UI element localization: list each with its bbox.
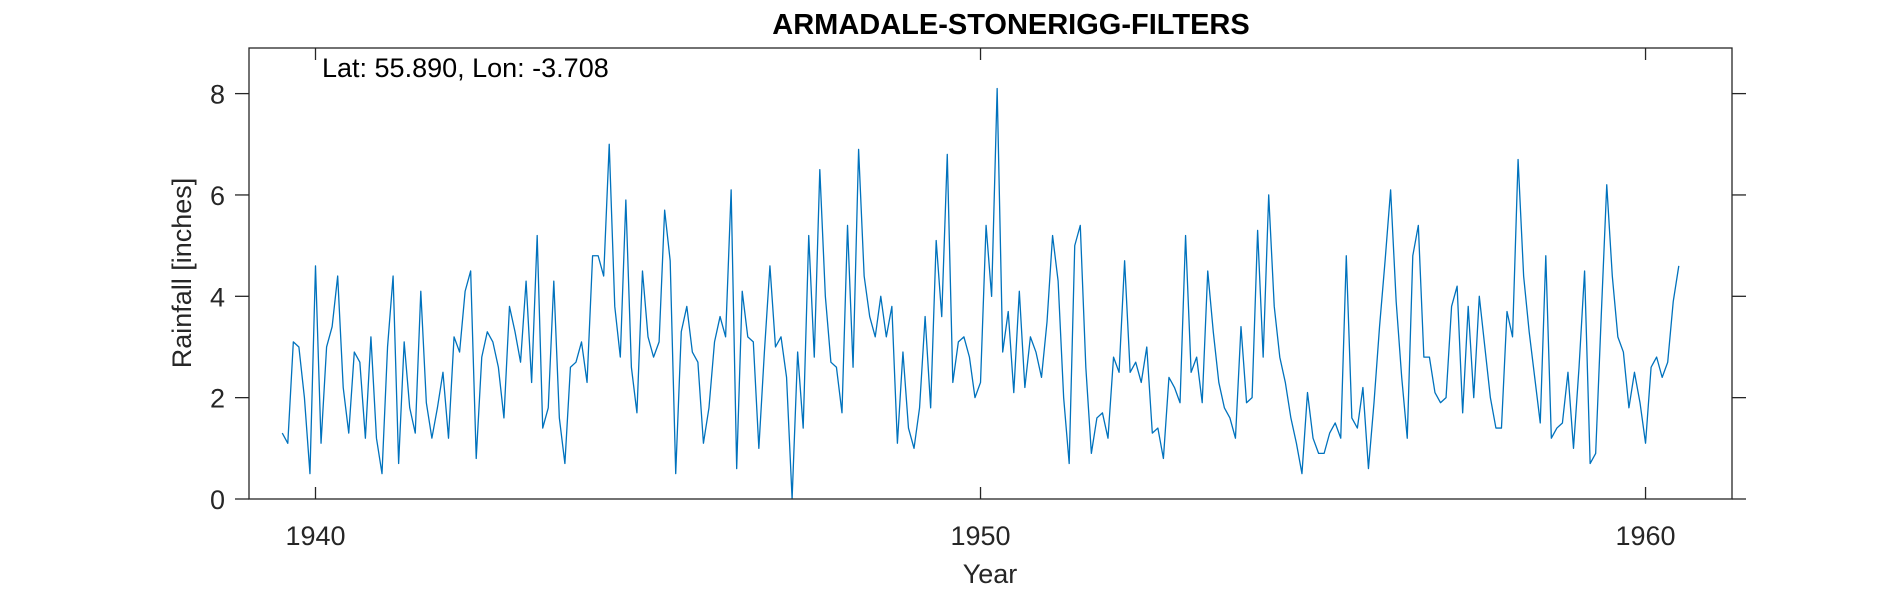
y-tick-label-6: 6 [210,181,225,211]
rainfall-series-line-0 [281,87,1680,500]
y-tick-label-2: 2 [210,384,225,414]
x-axis-label: Year [963,559,1018,589]
x-tick-label-1960: 1960 [1616,521,1676,551]
x-tick-label-1950: 1950 [950,521,1010,551]
station-coordinates-annotation: Lat: 55.890, Lon: -3.708 [322,53,609,83]
x-tick-label-1940: 1940 [285,521,345,551]
chart-title: ARMADALE-STONERIGG-FILTERS [772,9,1249,41]
y-axis-label: Rainfall [inches] [167,178,197,369]
series-layer [281,87,1680,500]
y-tick-label-0: 0 [210,485,225,515]
y-tick-label-4: 4 [210,282,225,312]
y-ticks: 0 2 4 6 8 [210,80,1746,515]
plot-area: 1940 1950 1960 0 2 4 6 8 [210,47,1746,551]
y-tick-label-8: 8 [210,80,225,110]
x-ticks: 1940 1950 1960 [285,48,1676,551]
axes-frame [248,47,1733,500]
